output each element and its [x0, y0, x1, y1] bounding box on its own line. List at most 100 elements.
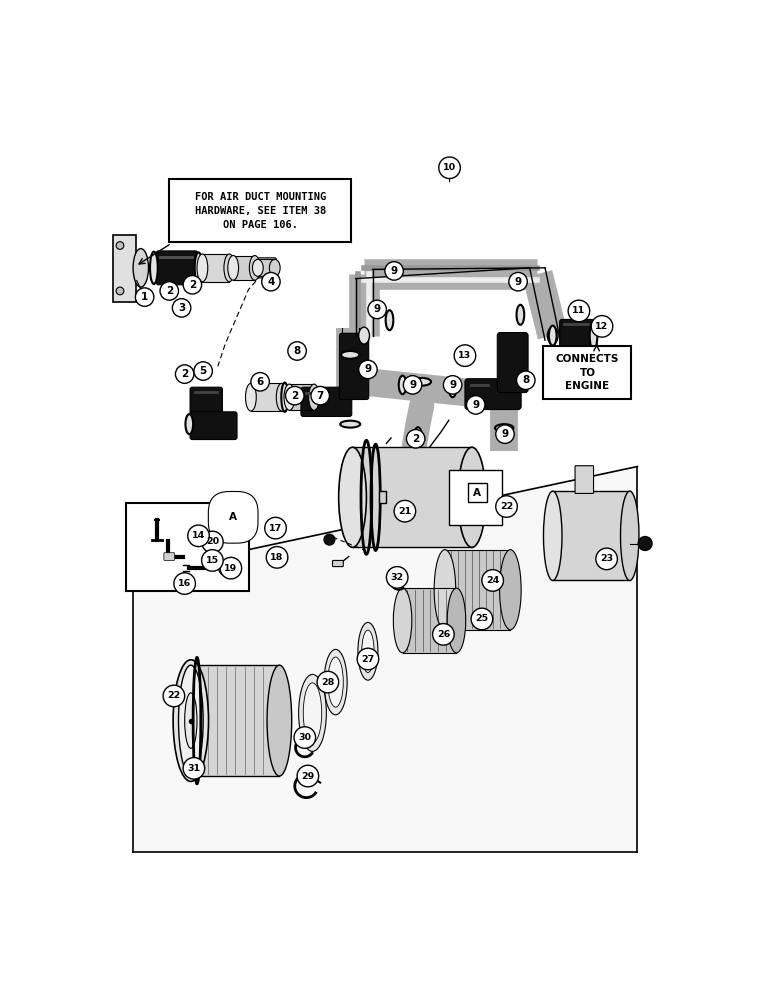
FancyBboxPatch shape — [169, 179, 351, 242]
Ellipse shape — [449, 379, 456, 397]
Text: 24: 24 — [486, 576, 499, 585]
Circle shape — [188, 525, 209, 547]
Circle shape — [297, 765, 319, 787]
Ellipse shape — [133, 249, 148, 287]
Ellipse shape — [185, 693, 197, 748]
Circle shape — [172, 299, 191, 317]
Ellipse shape — [269, 259, 280, 276]
Text: 15: 15 — [206, 556, 219, 565]
Text: 2: 2 — [181, 369, 188, 379]
Ellipse shape — [185, 414, 193, 434]
Circle shape — [596, 548, 618, 570]
Ellipse shape — [150, 252, 157, 284]
Circle shape — [116, 242, 124, 249]
Text: CONNECTS
TO
ENGINE: CONNECTS TO ENGINE — [556, 354, 619, 391]
Ellipse shape — [173, 660, 208, 781]
Ellipse shape — [386, 310, 394, 330]
FancyBboxPatch shape — [340, 333, 369, 400]
Ellipse shape — [358, 622, 378, 680]
Text: 9: 9 — [364, 364, 371, 374]
Circle shape — [359, 360, 378, 379]
Text: 7: 7 — [317, 391, 324, 401]
Text: 13: 13 — [459, 351, 472, 360]
Circle shape — [286, 386, 304, 405]
Text: 22: 22 — [168, 691, 181, 700]
Circle shape — [406, 430, 425, 448]
Ellipse shape — [267, 665, 292, 776]
Text: 6: 6 — [256, 377, 264, 387]
Ellipse shape — [621, 491, 639, 580]
Circle shape — [311, 386, 330, 405]
Bar — [251, 383, 282, 411]
Text: 19: 19 — [224, 564, 238, 573]
Ellipse shape — [447, 588, 466, 653]
Text: 9: 9 — [409, 380, 416, 390]
Ellipse shape — [495, 424, 513, 432]
Ellipse shape — [394, 588, 411, 653]
Circle shape — [443, 376, 462, 394]
Ellipse shape — [549, 326, 557, 346]
Circle shape — [385, 262, 403, 280]
Ellipse shape — [458, 447, 486, 547]
Circle shape — [116, 287, 124, 295]
Ellipse shape — [195, 252, 202, 283]
Text: 17: 17 — [269, 524, 282, 533]
Ellipse shape — [340, 421, 361, 428]
FancyBboxPatch shape — [113, 235, 136, 302]
Ellipse shape — [414, 427, 422, 444]
Circle shape — [317, 671, 339, 693]
Ellipse shape — [398, 376, 406, 394]
Bar — [233, 256, 255, 280]
Ellipse shape — [224, 254, 235, 282]
Text: 25: 25 — [476, 614, 489, 623]
Circle shape — [218, 560, 234, 576]
Circle shape — [368, 300, 387, 319]
Ellipse shape — [252, 259, 263, 276]
Ellipse shape — [228, 256, 239, 280]
Text: 9: 9 — [391, 266, 398, 276]
Circle shape — [183, 276, 201, 294]
Circle shape — [183, 758, 205, 779]
Circle shape — [324, 534, 335, 545]
Text: 9: 9 — [374, 304, 381, 314]
Text: 4: 4 — [267, 277, 275, 287]
Ellipse shape — [547, 327, 558, 344]
Ellipse shape — [245, 383, 256, 411]
Text: 12: 12 — [595, 322, 608, 331]
FancyBboxPatch shape — [156, 251, 198, 285]
FancyBboxPatch shape — [497, 333, 528, 393]
Circle shape — [482, 570, 503, 591]
Circle shape — [194, 362, 212, 380]
Circle shape — [262, 272, 280, 291]
Polygon shape — [133, 466, 638, 852]
Text: 23: 23 — [600, 554, 613, 563]
Text: 30: 30 — [298, 733, 311, 742]
Ellipse shape — [284, 384, 295, 410]
Text: 16: 16 — [178, 579, 191, 588]
Circle shape — [568, 300, 590, 322]
Text: 2: 2 — [166, 286, 173, 296]
FancyBboxPatch shape — [468, 483, 486, 502]
Text: 21: 21 — [398, 507, 411, 516]
Text: A: A — [472, 492, 480, 502]
Ellipse shape — [324, 649, 347, 715]
Text: 1: 1 — [141, 292, 148, 302]
Ellipse shape — [299, 674, 327, 751]
Circle shape — [201, 531, 223, 553]
Ellipse shape — [434, 550, 455, 630]
Text: 29: 29 — [301, 772, 314, 781]
Text: 8: 8 — [293, 346, 301, 356]
Circle shape — [220, 557, 242, 579]
Circle shape — [135, 288, 154, 306]
Text: A: A — [229, 512, 237, 522]
Text: 9: 9 — [502, 429, 509, 439]
Circle shape — [175, 365, 194, 383]
Circle shape — [466, 396, 485, 414]
Ellipse shape — [543, 491, 562, 580]
Text: 18: 18 — [270, 553, 284, 562]
Ellipse shape — [516, 305, 524, 325]
Text: 14: 14 — [192, 531, 205, 540]
Circle shape — [265, 517, 286, 539]
Circle shape — [288, 342, 306, 360]
Bar — [202, 254, 229, 282]
